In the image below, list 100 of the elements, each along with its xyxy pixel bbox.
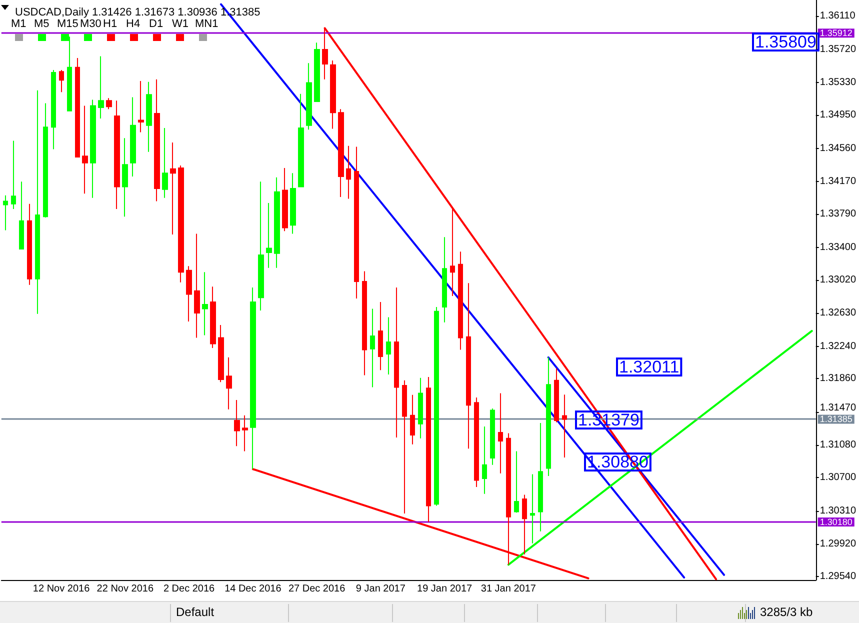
candlestick [218, 324, 224, 383]
candlestick [362, 270, 367, 376]
y-tick-label: 1.30310 [820, 505, 856, 516]
candlestick [35, 90, 40, 314]
y-tick-label: 1.34170 [820, 176, 856, 188]
x-tick-label: 22 Nov 2016 [96, 584, 154, 594]
y-tick-label: 1.36110 [820, 10, 856, 22]
annotation: H4 [126, 18, 140, 30]
text: 3285/3 kb [760, 605, 813, 619]
candlestick [106, 98, 112, 110]
candlestick [234, 400, 240, 447]
candlestick [418, 377, 423, 439]
y-tick-label: 1.34950 [820, 110, 856, 121]
annotation: M1 [11, 18, 26, 30]
candlestick [474, 396, 479, 488]
candlestick [274, 176, 280, 268]
candlestick [530, 474, 535, 544]
y-tick-label: 1.35720 [820, 44, 856, 55]
y-tick-label: 1.31470 [820, 402, 856, 414]
candlestick [138, 80, 144, 133]
candlestick [298, 93, 304, 188]
annotation: 1.32011 [619, 358, 680, 376]
annotation: M15 [57, 18, 78, 30]
candlestick [426, 376, 431, 522]
candlestick [90, 99, 96, 198]
candlestick [11, 140, 16, 210]
candlestick [226, 356, 232, 410]
x-tick-label: 2 Dec 2016 [163, 584, 216, 594]
x-tick-label: 12 Nov 2016 [32, 584, 90, 594]
candlestick [178, 164, 184, 283]
candlestick [186, 266, 192, 322]
candlestick [258, 181, 264, 311]
y-tick-label: 1.29920 [820, 538, 856, 550]
candlestick [282, 168, 288, 232]
y-tick-label: 1.33400 [820, 242, 856, 253]
annotation: M30 [80, 18, 102, 30]
y-tick-label: 1.33790 [820, 208, 856, 220]
candlestick [442, 236, 447, 323]
x-tick-label: 31 Jan 2017 [480, 584, 536, 594]
candlestick [450, 208, 455, 296]
candlestick [27, 203, 32, 286]
candlestick [306, 62, 312, 130]
candlestick [434, 306, 439, 506]
candlestick [19, 181, 24, 250]
annotation: MN1 [195, 18, 218, 30]
text: Default [176, 605, 214, 619]
candlestick [59, 69, 64, 93]
candlestick [410, 394, 415, 445]
candlestick [498, 392, 503, 474]
candlestick [202, 272, 208, 336]
candlestick [490, 408, 495, 466]
ref-line-label: 1.30180 [820, 517, 852, 527]
candlestick [378, 301, 383, 371]
candlestick [162, 127, 168, 198]
x-tick-label: 14 Dec 2016 [224, 584, 282, 594]
y-tick-label: 1.30700 [820, 472, 856, 484]
candlestick [562, 394, 567, 458]
ref-line-label: 1.31385 [820, 414, 852, 424]
candlestick [266, 202, 272, 268]
y-tick-label: 1.29540 [820, 571, 856, 582]
candlestick [402, 380, 407, 514]
candlestick [67, 36, 72, 112]
annotation: W1 [172, 18, 188, 30]
candlestick [386, 316, 391, 375]
x-tick-label: 19 Jan 2017 [417, 584, 473, 594]
ref-line-label: 1.35912 [820, 28, 852, 38]
candlestick [330, 60, 336, 130]
annotation: H1 [103, 18, 118, 30]
candlestick [354, 146, 359, 300]
candlestick [290, 172, 296, 234]
candlestick [194, 233, 200, 338]
y-tick-label: 1.31860 [820, 373, 856, 384]
candlestick [458, 251, 463, 350]
candlestick [338, 108, 344, 198]
candlestick [122, 138, 128, 218]
candlestick [314, 42, 320, 102]
candlestick [51, 69, 56, 150]
candlestick [43, 102, 48, 218]
candlestick [346, 145, 351, 200]
y-tick-label: 1.32240 [820, 340, 856, 352]
candlestick [242, 414, 248, 452]
candlestick [130, 96, 136, 178]
candlestick [114, 100, 120, 210]
y-tick-label: 1.35330 [820, 77, 856, 88]
x-tick-label: 27 Dec 2016 [288, 584, 346, 594]
y-tick-label: 1.31080 [820, 440, 856, 451]
candlestick [154, 78, 160, 202]
y-tick-label: 1.33020 [820, 274, 856, 286]
candlestick [170, 142, 176, 236]
candlestick [538, 422, 543, 532]
candlestick [250, 286, 256, 470]
candlestick [546, 356, 551, 476]
candlestick [210, 286, 216, 348]
annotation: 1.31379 [578, 410, 640, 430]
annotation: M5 [34, 18, 50, 30]
candlestick [514, 450, 519, 514]
candlestick [482, 426, 487, 494]
candlestick [466, 282, 471, 450]
candlestick [75, 58, 80, 158]
y-tick-label: 1.32630 [820, 308, 856, 319]
